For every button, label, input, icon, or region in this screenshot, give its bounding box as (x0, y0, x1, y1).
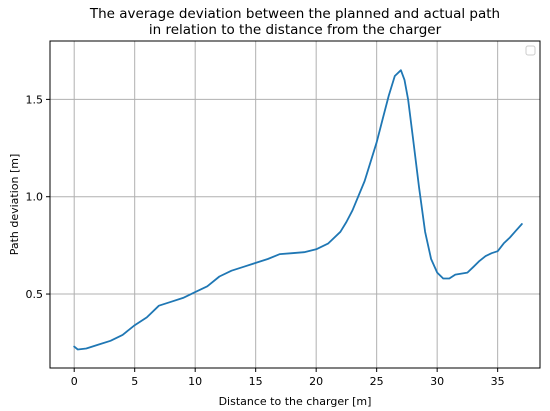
series-group (73, 69, 523, 351)
x-tick-label: 30 (430, 375, 444, 388)
y-tick-label: 0.5 (26, 288, 44, 301)
x-tick-label: 20 (309, 375, 323, 388)
y-axis-ticks: 0.5 1.0 1.5 (26, 93, 50, 301)
grid-lines (50, 41, 540, 368)
y-axis-label: Path deviation [m] (8, 154, 21, 256)
x-axis-label: Distance to the charger [m] (219, 395, 372, 408)
chart-title-line: in relation to the distance from the cha… (149, 22, 442, 38)
x-tick-label: 25 (370, 375, 384, 388)
y-tick-label: 1.5 (26, 93, 44, 106)
x-tick-label: 10 (188, 375, 202, 388)
plot-frame (49, 40, 541, 369)
series-line (73, 69, 523, 351)
x-axis-ticks: 0 5 10 15 20 25 30 35 (71, 368, 505, 388)
x-tick-label: 35 (491, 375, 505, 388)
legend-box (525, 45, 536, 56)
y-tick-label: 1.0 (26, 191, 44, 204)
x-tick-label: 5 (131, 375, 138, 388)
chart-title-line: The average deviation between the planne… (89, 6, 500, 22)
x-tick-label: 15 (249, 375, 263, 388)
chart-title: The average deviation between the planne… (89, 6, 500, 38)
x-tick-label: 0 (71, 375, 78, 388)
